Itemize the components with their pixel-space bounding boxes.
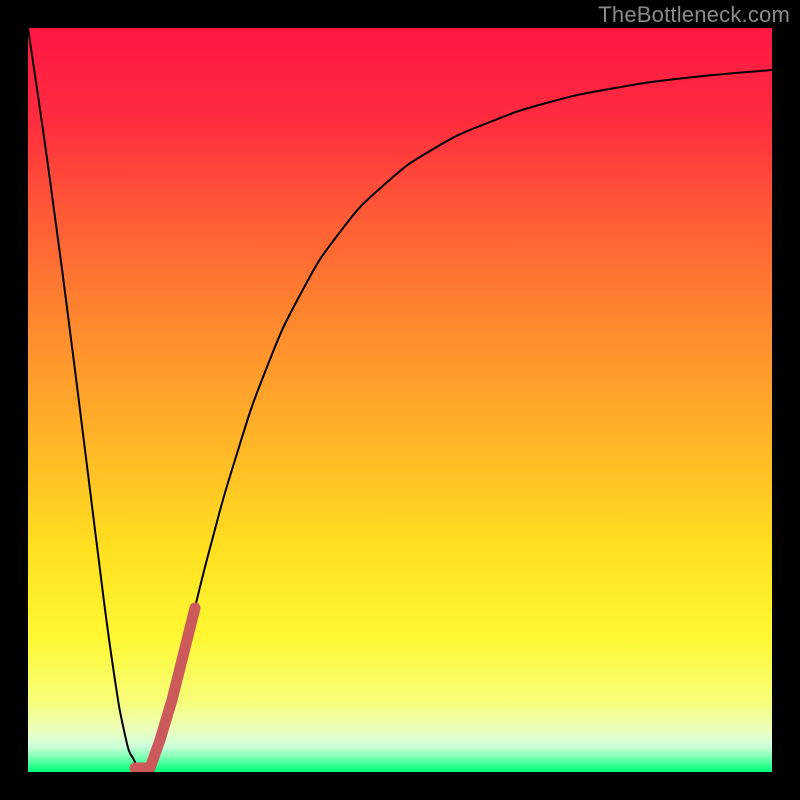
chart-container: TheBottleneck.com [0, 0, 800, 800]
bottleneck-chart [0, 0, 800, 800]
watermark-text: TheBottleneck.com [598, 2, 790, 28]
plot-gradient-background [28, 28, 772, 772]
